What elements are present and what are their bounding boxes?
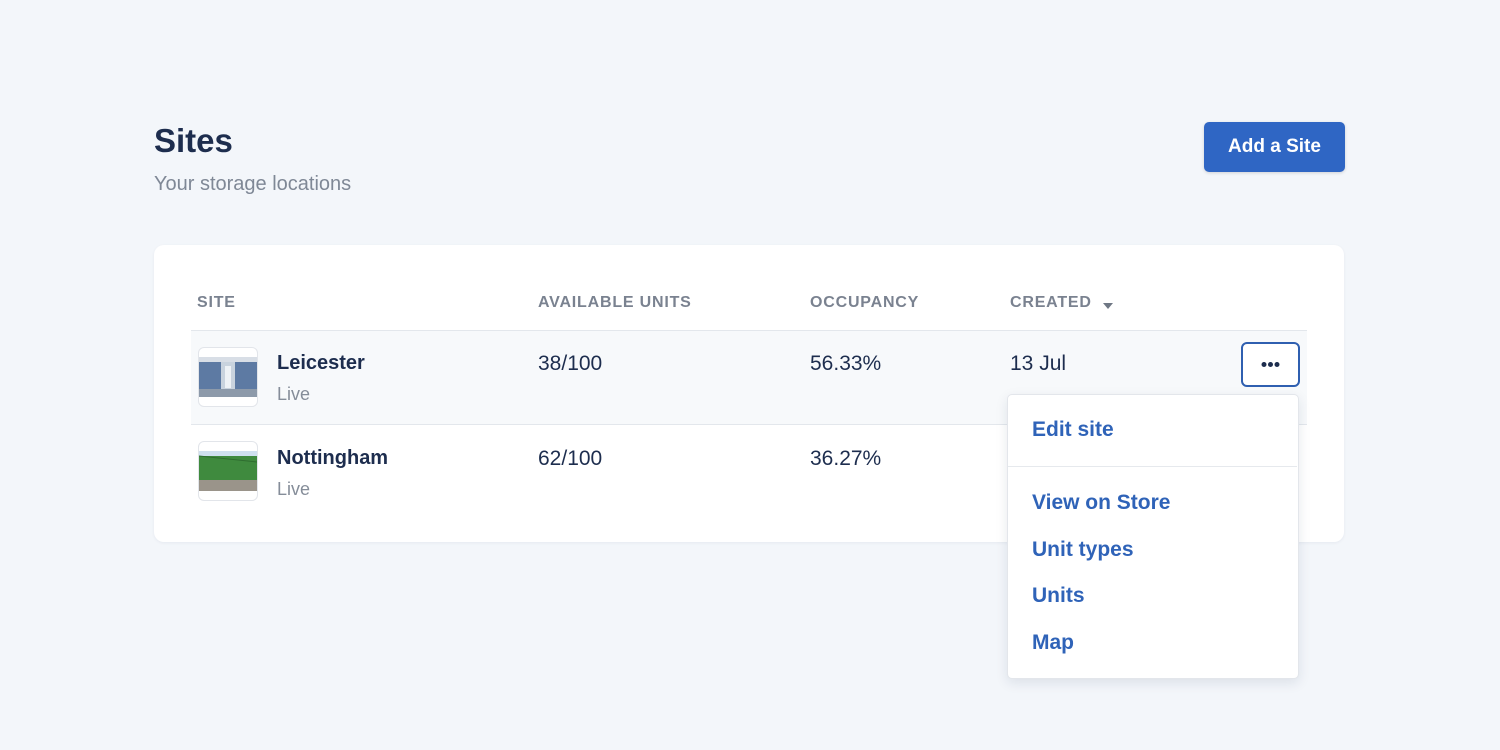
menu-item[interactable]: Unit types — [1032, 538, 1134, 561]
menu-item[interactable]: Units — [1032, 584, 1085, 607]
available-units: 62/100 — [538, 447, 603, 470]
occupancy: 56.33% — [810, 352, 882, 375]
site-name[interactable]: Leicester — [277, 352, 365, 374]
occupancy: 36.27% — [810, 447, 882, 470]
site-thumbnail — [198, 347, 258, 407]
row-actions-button[interactable] — [1241, 342, 1300, 387]
column-header[interactable]: CREATED — [1010, 294, 1092, 311]
actions-menu — [1007, 394, 1299, 679]
menu-divider — [1008, 466, 1297, 467]
site-name[interactable]: Nottingham — [277, 447, 389, 469]
column-header: SITE — [197, 294, 236, 311]
page-title: Sites — [154, 122, 233, 159]
menu-item[interactable]: Map — [1032, 631, 1074, 654]
menu-item[interactable]: Edit site — [1032, 418, 1114, 441]
add-site-button[interactable]: Add a Site — [1204, 122, 1345, 172]
divider — [191, 330, 1307, 331]
site-thumbnail — [198, 441, 258, 501]
created-date: 13 Jul — [1010, 352, 1067, 375]
available-units: 38/100 — [538, 352, 603, 375]
column-header: AVAILABLE UNITS — [538, 294, 692, 311]
column-header: OCCUPANCY — [810, 294, 920, 311]
site-status: Live — [277, 384, 311, 404]
divider — [191, 424, 1307, 425]
page-subtitle: Your storage locations — [154, 173, 352, 195]
site-status: Live — [277, 479, 311, 499]
sort-caret — [1103, 303, 1113, 309]
menu-item[interactable]: View on Store — [1032, 491, 1171, 514]
